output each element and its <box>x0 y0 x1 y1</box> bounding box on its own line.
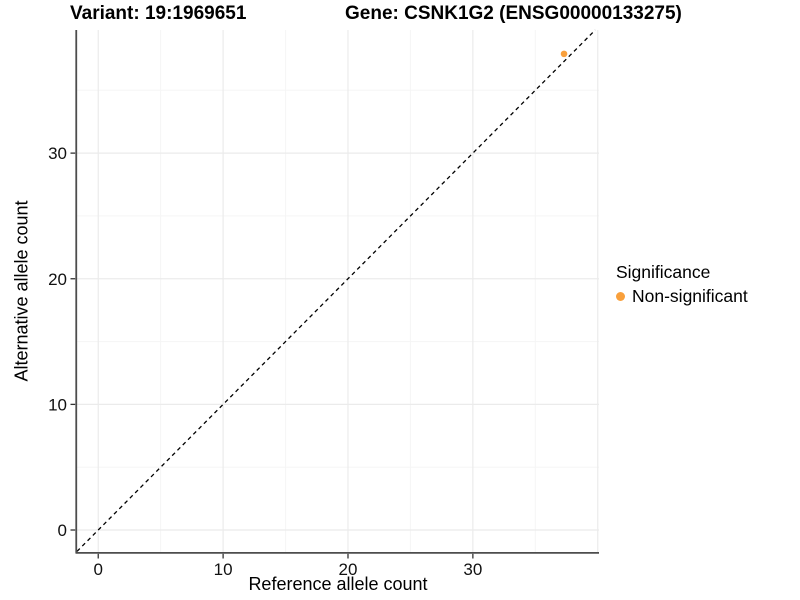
x-tick-label: 30 <box>463 560 482 579</box>
plot-title-variant: Variant: 19:1969651 <box>70 3 247 24</box>
x-tick-label: 20 <box>339 560 358 579</box>
legend-items: Non-significant <box>616 286 748 307</box>
legend: Significance Non-significant <box>616 262 748 307</box>
plot-title-gene: Gene: CSNK1G2 (ENSG00000133275) <box>345 3 682 24</box>
y-tick-label: 10 <box>48 395 67 414</box>
legend-item-label: Non-significant <box>632 286 748 306</box>
legend-title: Significance <box>616 262 711 282</box>
data-point <box>560 50 568 58</box>
y-tick-label: 30 <box>48 144 67 163</box>
y-axis-label: Alternative allele count <box>11 200 32 382</box>
y-tick-label: 20 <box>48 270 67 289</box>
y-tick-label: 0 <box>58 521 67 540</box>
identity-dashed-line <box>76 29 596 552</box>
x-axis-label: Reference allele count <box>248 574 428 594</box>
legend-item: Non-significant <box>616 286 748 307</box>
x-tick-label: 0 <box>93 560 102 579</box>
legend-key-dot-icon <box>616 292 625 301</box>
x-tick-label: 10 <box>214 560 233 579</box>
